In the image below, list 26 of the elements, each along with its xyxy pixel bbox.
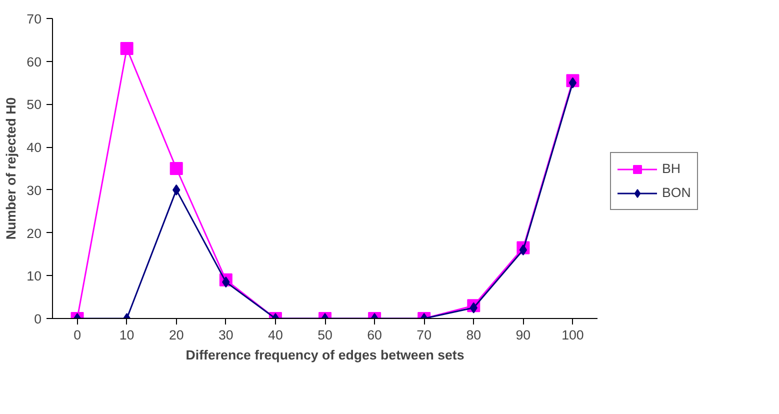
x-axis-title: Difference frequency of edges between sets [186,348,464,362]
x-tick-label: 80 [466,328,482,342]
y-tick-label: 60 [26,54,42,70]
x-tick-label: 20 [168,328,184,342]
x-tick-label: 90 [516,328,531,342]
x-tick-label: 40 [268,328,283,342]
x-tick-label: 100 [562,328,584,342]
x-tick-label: 30 [218,328,234,342]
x-tick-label: 60 [367,328,382,342]
x-tick-label: 50 [318,328,332,342]
x-tick-label: 10 [119,328,134,342]
x-tick-label: 0 [74,328,81,342]
y-axis-title: Number of rejected H0 [4,97,19,240]
y-tick-label: 40 [26,140,42,156]
point [568,77,577,88]
legend-label: BH [662,161,682,176]
y-tick-label: 20 [26,226,42,241]
y-tick-label: 0 [34,312,42,326]
x-tick-label: 70 [416,328,432,342]
y-tick-label: 50 [26,97,42,112]
y-tick-label: 70 [26,12,42,26]
y-tick-label: 10 [26,268,42,284]
y-tick-label: 30 [26,182,42,198]
legend-label: BON [662,185,691,200]
point [170,162,183,175]
point [120,42,134,55]
